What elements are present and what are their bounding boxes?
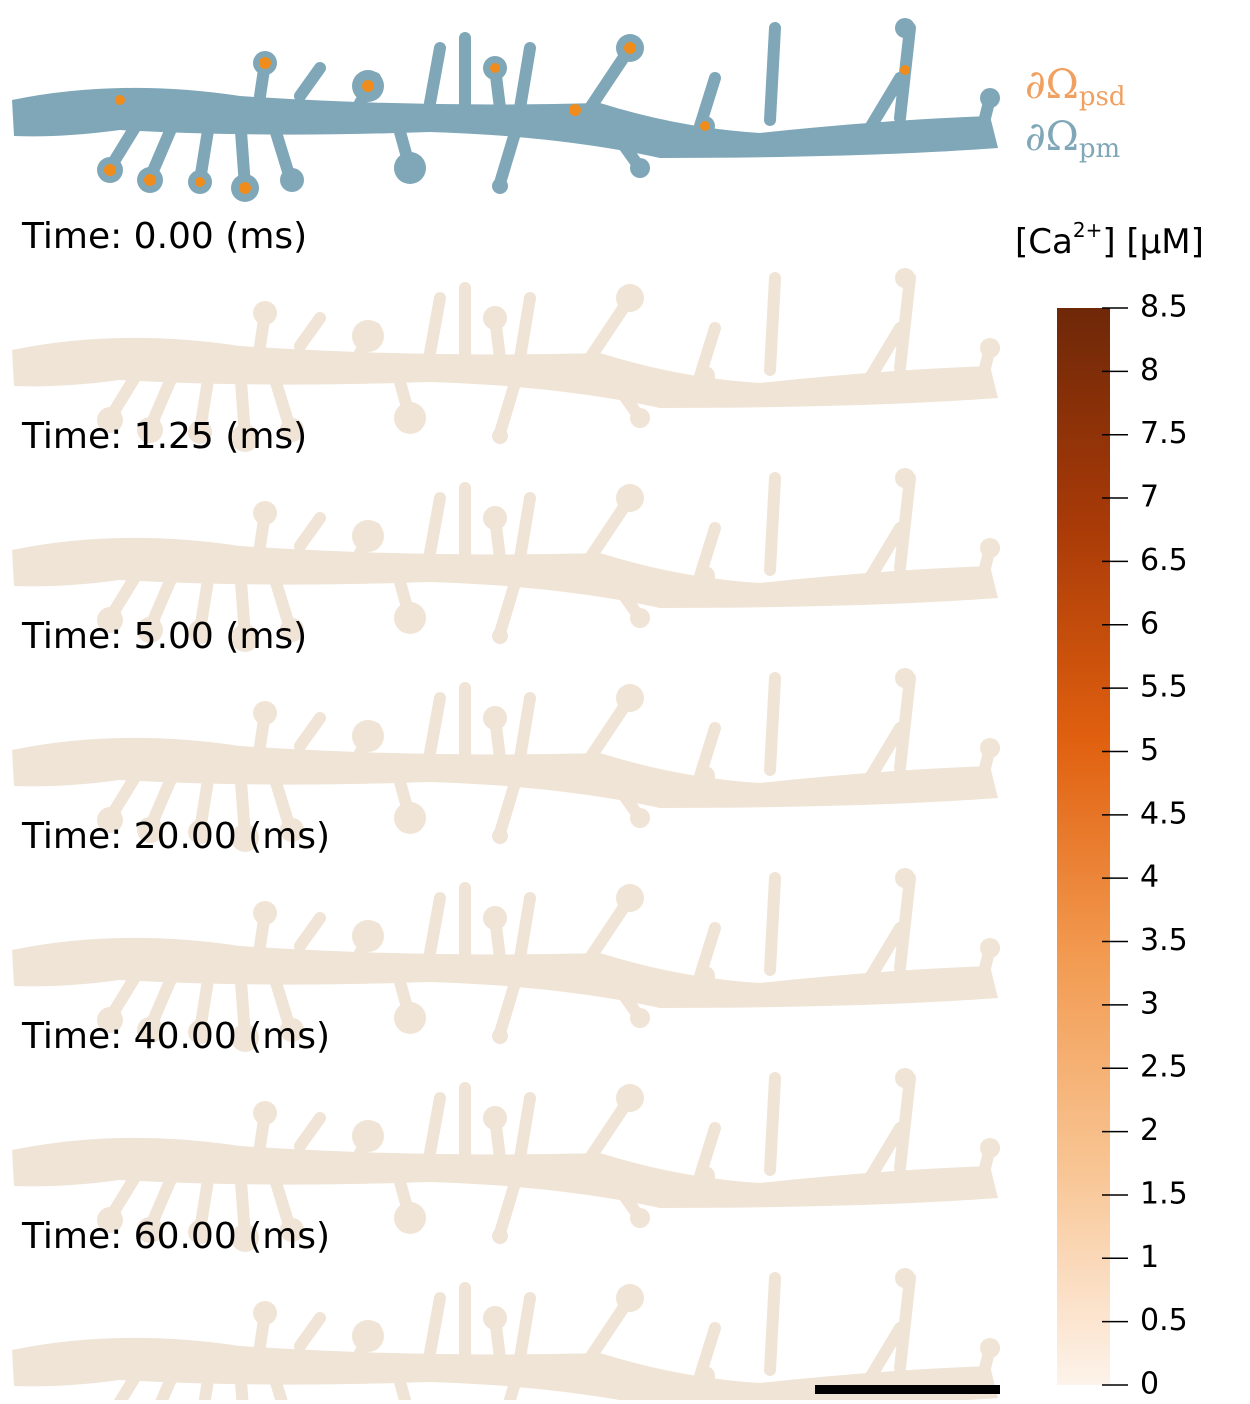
time-label: Time: 40.00 (ms) bbox=[21, 1016, 330, 1057]
figure: ∂Ωpsd ∂Ωpm Time: 0.00 (ms) Time: 1.25 (ms… bbox=[0, 0, 1250, 1400]
title-part: [Ca bbox=[1015, 222, 1073, 262]
scale-bar bbox=[815, 1385, 1000, 1394]
legend-pm: ∂Ωpm bbox=[1025, 114, 1120, 164]
tick-label: 1 bbox=[1140, 1240, 1159, 1275]
colorbar-fill bbox=[1057, 308, 1110, 1385]
geometry-panel: ∂Ωpsd ∂Ωpm bbox=[12, 18, 1126, 202]
tick-label: 8 bbox=[1140, 353, 1159, 388]
legend-subscript: psd bbox=[1079, 82, 1126, 112]
tick-label: 7 bbox=[1140, 480, 1159, 515]
time-panels: Time: 0.00 (ms) Time: 1.25 (ms) Time: 5.00… bbox=[12, 216, 1000, 1400]
time-label: Time: 0.00 (ms) bbox=[21, 216, 307, 257]
tick-label: 7.5 bbox=[1140, 416, 1188, 451]
tick-label: 3 bbox=[1140, 986, 1159, 1021]
time-label: Time: 1.25 (ms) bbox=[21, 416, 307, 457]
tick-label: 4.5 bbox=[1140, 796, 1188, 831]
title-part: ] [μM] bbox=[1102, 222, 1204, 262]
tick-label: 0 bbox=[1140, 1367, 1159, 1401]
colorbar: 0 0.5 1 1.5 2 2.5 3 3.5 4 4.5 5 5.5 6 6.5 7 7.5 8 8.5 bbox=[1057, 290, 1188, 1401]
tick-label: 0.5 bbox=[1140, 1303, 1188, 1338]
tick-label: 4 bbox=[1140, 860, 1159, 895]
tick-label: 6.5 bbox=[1140, 543, 1188, 578]
tick-label: 5.5 bbox=[1140, 670, 1188, 705]
tick-label: 3.5 bbox=[1140, 923, 1188, 958]
dendrite-geometry bbox=[12, 18, 1000, 202]
tick-label: 8.5 bbox=[1140, 290, 1188, 325]
legend-symbol: ∂Ω bbox=[1025, 62, 1079, 108]
legend-psd: ∂Ωpsd bbox=[1025, 62, 1126, 112]
tick-label: 6 bbox=[1140, 606, 1159, 641]
dendrite-render bbox=[12, 1268, 1000, 1400]
time-label: Time: 20.00 (ms) bbox=[21, 816, 330, 857]
tick-label: 1.5 bbox=[1140, 1176, 1188, 1211]
tick-label: 2.5 bbox=[1140, 1050, 1188, 1085]
tick-label: 2 bbox=[1140, 1113, 1159, 1148]
time-label: Time: 60.00 (ms) bbox=[21, 1216, 330, 1257]
tick-label: 5 bbox=[1140, 733, 1159, 768]
legend-symbol: ∂Ω bbox=[1025, 114, 1079, 160]
colorbar-title: [Ca2+] [μM] bbox=[1015, 218, 1204, 262]
time-label: Time: 5.00 (ms) bbox=[21, 616, 307, 657]
title-superscript: 2+ bbox=[1073, 218, 1102, 242]
legend-subscript: pm bbox=[1079, 134, 1120, 164]
